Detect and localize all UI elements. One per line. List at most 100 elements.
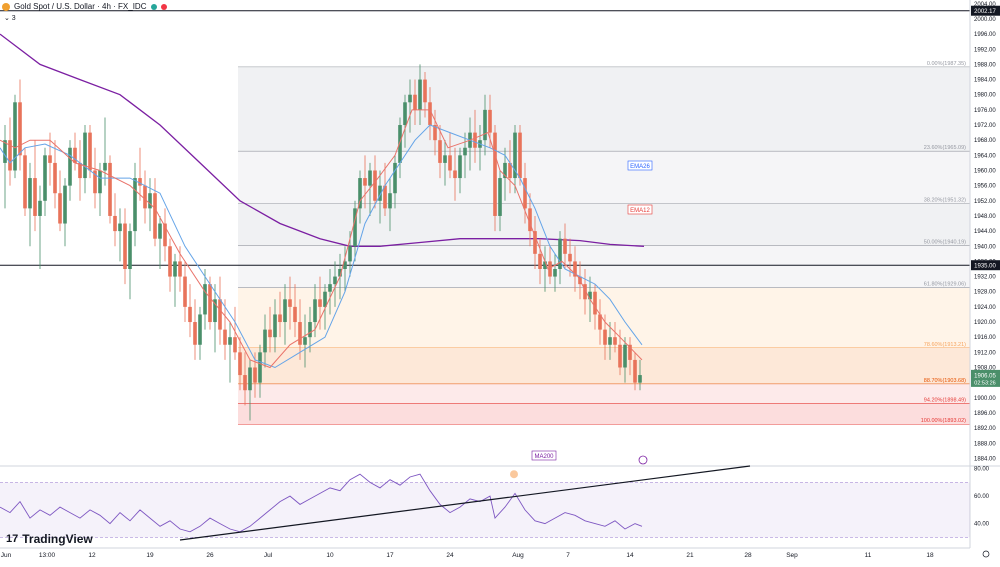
candle-body [358, 178, 362, 209]
gold-logo-icon [2, 2, 10, 11]
candle-body [88, 132, 92, 171]
candle-body [223, 329, 227, 345]
candle-body [558, 238, 562, 269]
candle-body [598, 314, 602, 330]
fib-level-label: 100.00%(1893.02) [921, 418, 966, 424]
candle-body [453, 170, 457, 179]
candle-body [443, 155, 447, 163]
candle-body [588, 291, 592, 300]
fib-level-label: 38.20%(1951.32) [924, 197, 966, 203]
candle-body [638, 375, 642, 383]
candle-body [123, 223, 127, 269]
fib-zone [238, 383, 970, 404]
y-tick-label: 1964.00 [974, 153, 996, 159]
candle-body [563, 238, 567, 254]
indicator-label: MA200 [534, 454, 554, 460]
y-tick-label: 1988.00 [974, 62, 996, 68]
candle-body [438, 140, 442, 163]
y-tick-label: 1952.00 [974, 199, 996, 205]
indicators-collapse[interactable]: ⌄ 3 [4, 15, 16, 22]
x-tick-label: 18 [926, 552, 934, 559]
market-status-icon [150, 3, 157, 10]
candle-body [633, 359, 637, 383]
x-tick-label: 21 [686, 552, 694, 559]
y-tick-label: 1968.00 [974, 138, 996, 144]
candle-body [538, 253, 542, 269]
candle-body [483, 109, 487, 141]
symbol-header[interactable]: Gold Spot / U.S. Dollar · 4h · FX_IDC [2, 2, 167, 11]
y-tick-label: 1900.00 [974, 396, 996, 402]
fib-level-label: 88.70%(1903.68) [924, 378, 966, 384]
candle-body [63, 185, 67, 224]
candle-body [268, 329, 272, 338]
y-tick-label: 1976.00 [974, 108, 996, 114]
candle-body [198, 314, 202, 345]
fib-zone [238, 151, 970, 204]
y-tick-label: 1908.00 [974, 365, 996, 371]
candle-body [518, 132, 522, 179]
candle-body [143, 185, 147, 209]
candle-body [448, 155, 452, 171]
fib-level-label: 23.60%(1965.09) [924, 145, 966, 151]
x-tick-label: 7 [566, 552, 570, 559]
x-tick-label: Sep [786, 552, 798, 559]
candle-body [398, 125, 402, 163]
data-status-icon [160, 3, 167, 10]
candle-body [228, 337, 232, 345]
y-tick-label: 1920.00 [974, 320, 996, 326]
fib-zone [238, 403, 970, 425]
candle-body [473, 132, 477, 148]
candle-body [178, 261, 182, 277]
tradingview-brand[interactable]: 17 TradingView [6, 532, 93, 546]
brand-label: TradingView [22, 532, 93, 546]
y-tick-label: 1884.00 [974, 456, 996, 462]
rsi-trendline [179, 465, 751, 541]
x-tick-label: 17 [386, 552, 394, 559]
y-tick-label: 1992.00 [974, 47, 996, 53]
y-tick-label: 1948.00 [974, 214, 996, 220]
x-tick-label: Jul [264, 552, 273, 559]
candle-body [68, 147, 72, 186]
fib-level-label: 94.20%(1898.49) [924, 398, 966, 404]
candle-body [78, 162, 82, 179]
candle-body [38, 200, 42, 216]
candle-body [283, 299, 287, 323]
candle-body [18, 102, 22, 156]
candle-body [98, 170, 102, 194]
candle-body [273, 314, 277, 338]
candle-body [48, 155, 52, 163]
y-tick-label: 1980.00 [974, 93, 996, 99]
candle-body [303, 337, 307, 345]
candle-body [413, 94, 417, 110]
candle-body [498, 178, 502, 216]
rsi-tick-label: 40.00 [974, 522, 990, 528]
candle-body [133, 178, 137, 232]
x-tick-label: 11 [865, 552, 872, 559]
candle-body [138, 178, 142, 186]
candle-body [238, 352, 242, 376]
candle-body [293, 306, 297, 323]
indicator-label-box [627, 160, 653, 171]
x-tick-label: 24 [446, 552, 454, 559]
candle-body [298, 322, 302, 345]
candle-body [363, 178, 367, 186]
candle-body [113, 215, 117, 232]
candle-body [53, 162, 57, 194]
candle-body [628, 344, 632, 360]
candle-body [528, 208, 532, 232]
y-tick-label: 1888.00 [974, 441, 996, 447]
candle-body [168, 246, 172, 277]
y-tick-label: 1916.00 [974, 335, 996, 341]
candle-body [253, 367, 257, 383]
x-tick-label: Aug [512, 552, 524, 559]
candle-body [153, 193, 157, 239]
fib-zone [238, 347, 970, 384]
y-tick-label: 1956.00 [974, 184, 996, 190]
candle-body [28, 178, 32, 209]
fib-level-label: 61.80%(1929.06) [924, 282, 966, 288]
y-tick-label: 1972.00 [974, 123, 996, 129]
y-tick-label: 2000.00 [974, 17, 996, 23]
x-tick-label: Jun [1, 552, 12, 559]
candle-body [108, 162, 112, 216]
rsi-band [0, 482, 970, 538]
